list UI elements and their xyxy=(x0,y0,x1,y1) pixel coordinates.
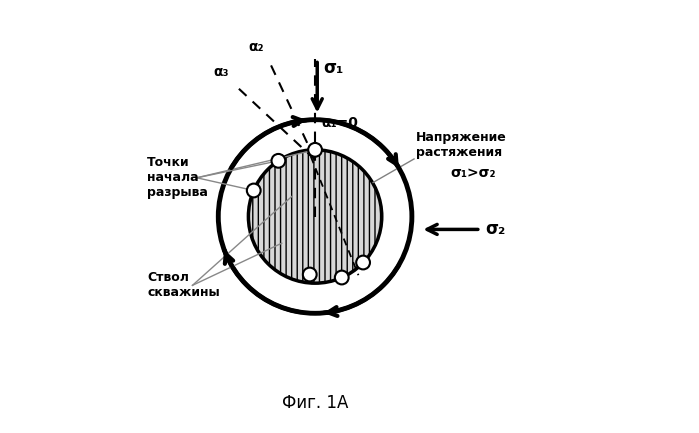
Text: α₃: α₃ xyxy=(213,65,229,79)
Circle shape xyxy=(335,271,349,284)
Circle shape xyxy=(356,255,370,269)
Text: α₂: α₂ xyxy=(248,40,264,54)
Text: α₁=0: α₁=0 xyxy=(322,116,359,130)
Text: Ствол
скважины: Ствол скважины xyxy=(147,271,220,299)
Circle shape xyxy=(247,184,261,197)
Circle shape xyxy=(308,143,322,157)
Circle shape xyxy=(248,150,382,283)
Circle shape xyxy=(271,154,285,168)
Circle shape xyxy=(303,268,317,281)
Text: Точки
начала
разрыва: Точки начала разрыва xyxy=(147,156,208,199)
Text: Фиг. 1А: Фиг. 1А xyxy=(282,394,348,412)
Text: σ₂: σ₂ xyxy=(485,220,505,239)
Text: Напряжение
растяжения: Напряжение растяжения xyxy=(416,131,507,159)
Text: σ₁>σ₂: σ₁>σ₂ xyxy=(451,166,496,181)
Text: σ₁: σ₁ xyxy=(324,59,344,78)
